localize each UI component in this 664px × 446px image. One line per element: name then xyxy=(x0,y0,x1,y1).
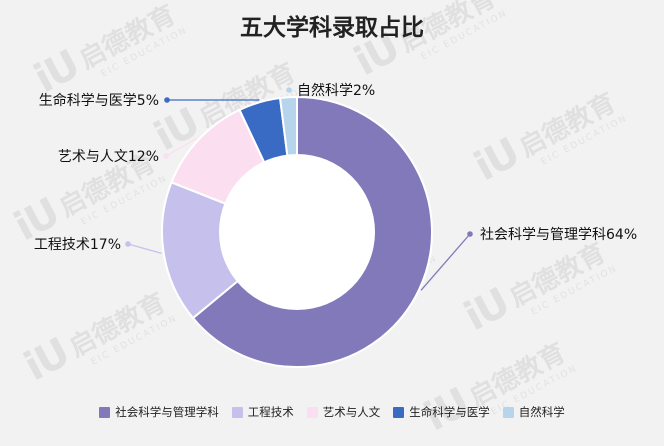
legend-swatch xyxy=(503,407,514,418)
chart-legend: 社会科学与管理学科 工程技术 艺术与人文 生命科学与医学 自然科学 xyxy=(0,402,664,422)
legend-item-1: 社会科学与管理学科 xyxy=(99,404,219,420)
legend-label: 自然科学 xyxy=(519,404,565,420)
data-label-2: 工程技术17% xyxy=(34,237,121,253)
legend-item-5: 自然科学 xyxy=(503,404,565,420)
legend-label: 生命科学与医学 xyxy=(409,404,490,420)
data-label-4: 生命科学与医学5% xyxy=(39,92,159,109)
legend-swatch xyxy=(99,407,110,418)
data-label-1: 社会科学与管理学科64% xyxy=(480,227,637,243)
leader-dot-4 xyxy=(164,97,170,103)
legend-item-3: 艺术与人文 xyxy=(307,404,381,420)
legend-label: 艺术与人文 xyxy=(323,404,381,420)
leader-dot-1 xyxy=(467,231,473,237)
leader-line-2 xyxy=(128,244,162,253)
data-label-5: 自然科学2% xyxy=(297,82,375,99)
legend-item-2: 工程技术 xyxy=(232,404,294,420)
legend-label: 工程技术 xyxy=(248,404,294,420)
legend-swatch xyxy=(393,407,404,418)
legend-item-4: 生命科学与医学 xyxy=(393,404,490,420)
donut-hole xyxy=(219,154,375,310)
leader-dot-3 xyxy=(163,153,169,159)
legend-swatch xyxy=(232,407,243,418)
leader-dot-2 xyxy=(125,241,131,247)
leader-dot-5 xyxy=(286,87,292,93)
legend-swatch xyxy=(307,407,318,418)
legend-label: 社会科学与管理学科 xyxy=(115,404,219,420)
data-label-3: 艺术与人文12% xyxy=(58,149,159,165)
